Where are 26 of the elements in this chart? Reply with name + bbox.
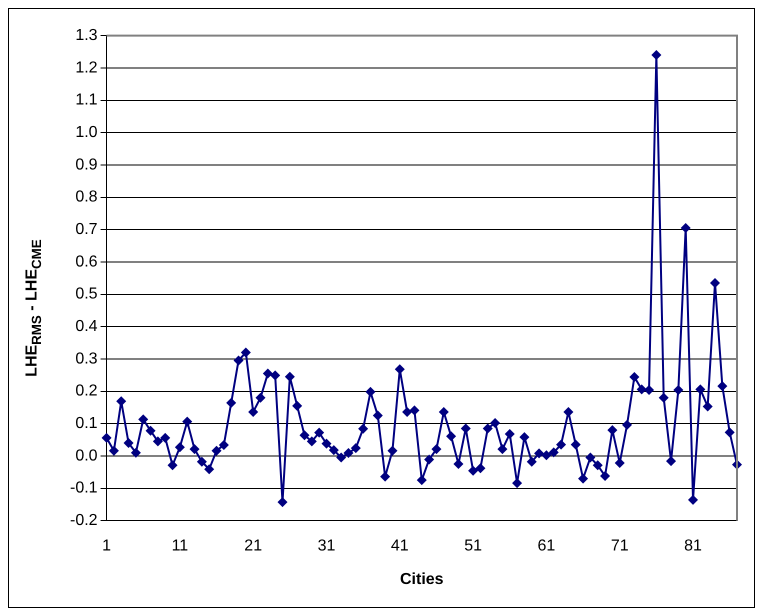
y-tick-label: 0.1 bbox=[75, 415, 98, 432]
y-tick-label: 1.1 bbox=[75, 92, 98, 109]
x-tick-label: 71 bbox=[610, 538, 629, 555]
y-tick-label: 0.6 bbox=[75, 253, 98, 270]
x-tick-label: 51 bbox=[464, 538, 482, 555]
x-tick-label: 61 bbox=[538, 538, 556, 555]
x-tick-label: 1 bbox=[102, 538, 112, 555]
y-tick-label: 0.4 bbox=[75, 318, 98, 336]
x-tick-label: 21 bbox=[244, 538, 262, 555]
y-tick-label: 0.8 bbox=[75, 188, 98, 206]
x-tick-label: 81 bbox=[684, 538, 702, 555]
y-tick-label: -0.2 bbox=[70, 512, 98, 530]
x-tick-label: 41 bbox=[390, 538, 409, 555]
y-tick-label: 0.0 bbox=[75, 447, 98, 464]
y-tick-label: 0.5 bbox=[75, 286, 98, 303]
x-tick-label: 31 bbox=[318, 538, 336, 555]
y-tick-label: 1.0 bbox=[75, 124, 98, 142]
y-tick-label: 0.2 bbox=[75, 382, 98, 400]
x-axis-title: Cities bbox=[400, 570, 444, 588]
y-tick-label: 0.3 bbox=[75, 350, 98, 368]
y-tick-label: 1.3 bbox=[75, 27, 98, 44]
y-tick-label: 1.2 bbox=[75, 59, 98, 76]
x-tick-label: 11 bbox=[172, 538, 188, 555]
y-tick-label: 0.9 bbox=[75, 156, 98, 174]
y-tick-label: 0.7 bbox=[75, 221, 98, 238]
y-tick-label: -0.1 bbox=[70, 480, 98, 497]
